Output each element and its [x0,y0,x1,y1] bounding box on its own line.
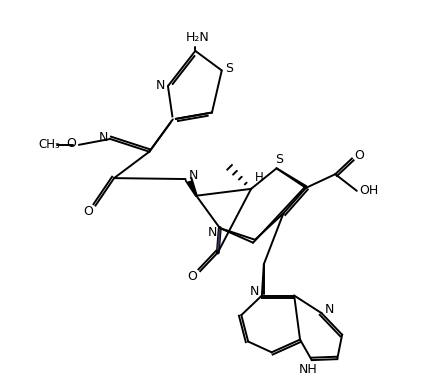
Text: N: N [325,303,334,316]
Text: CH₃: CH₃ [39,138,60,151]
Text: N: N [155,79,165,92]
Text: S: S [275,153,283,166]
Polygon shape [185,177,197,196]
Text: S: S [226,62,234,75]
Text: OH: OH [359,184,378,197]
Text: N: N [249,285,259,298]
Text: O: O [187,270,197,284]
Text: O: O [66,137,76,150]
Text: N: N [99,132,108,144]
Text: N: N [207,226,217,240]
Text: N: N [189,169,198,182]
Text: NH: NH [298,364,317,376]
Text: O: O [84,205,93,218]
Text: O: O [354,149,364,162]
Text: H: H [255,171,263,183]
Text: H₂N: H₂N [185,31,209,44]
